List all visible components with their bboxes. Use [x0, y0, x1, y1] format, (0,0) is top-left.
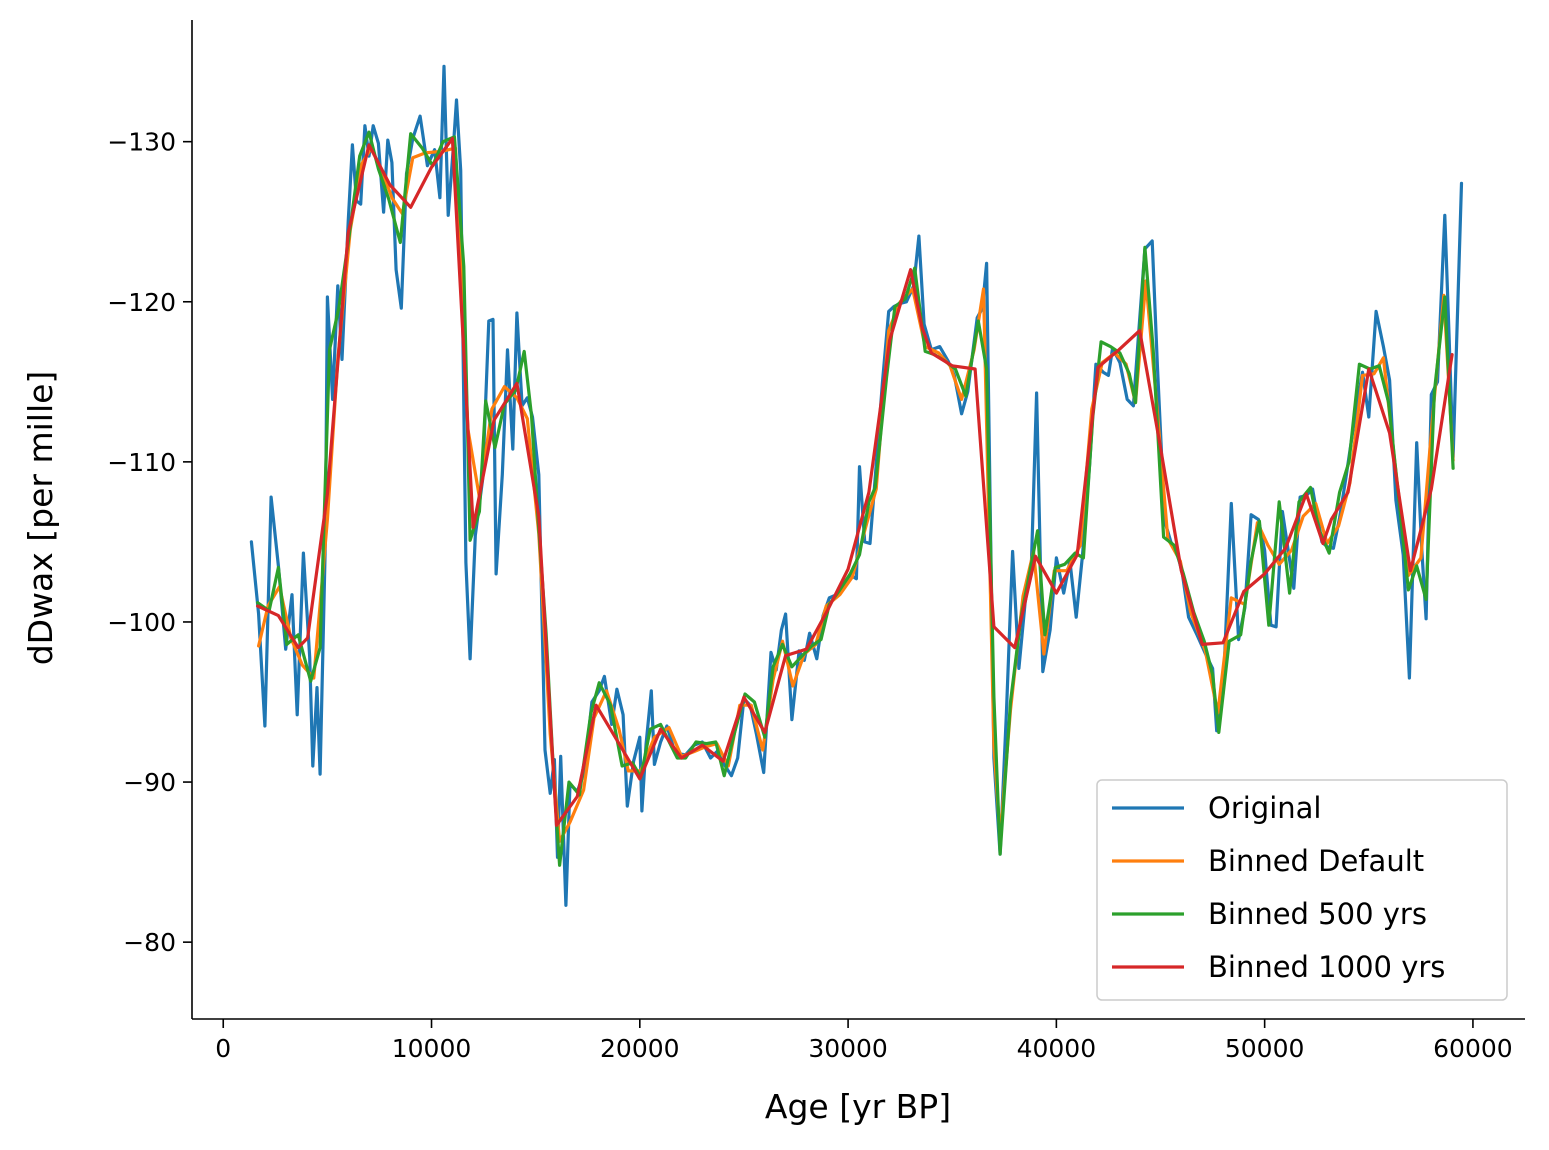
x-tick-label: 50000 — [1225, 1034, 1305, 1063]
y-tick-label: −100 — [107, 608, 176, 637]
x-tick-label: 30000 — [808, 1034, 888, 1063]
legend-label: Binned 500 yrs — [1208, 897, 1427, 931]
y-tick-label: −80 — [123, 928, 176, 957]
y-tick-label: −130 — [107, 128, 176, 157]
series-line-2 — [257, 146, 1455, 843]
x-tick-label: 10000 — [392, 1034, 472, 1063]
legend-label: Original — [1208, 791, 1321, 825]
y-tick-label: −110 — [107, 448, 176, 477]
series-line-4 — [256, 136, 1454, 827]
legend-label: Binned Default — [1208, 844, 1424, 878]
legend: Original Binned Default Binned 500 yrs Binn… — [1096, 779, 1508, 1001]
legend-entries: Original Binned Default Binned 500 yrs Binn… — [1112, 791, 1445, 984]
x-tick-label: 40000 — [1017, 1034, 1097, 1063]
legend-label: Binned 1000 yrs — [1208, 950, 1445, 984]
x-tick-label: 0 — [215, 1034, 231, 1063]
series-line-3 — [256, 130, 1455, 867]
plot-area — [249, 64, 1464, 907]
x-axis-ticks: 0 10000 20000 30000 40000 50000 60000 — [215, 1019, 1513, 1063]
y-tick-label: −90 — [123, 768, 176, 797]
x-tick-label: 60000 — [1433, 1034, 1513, 1063]
y-axis-label: dDwax [per mille] — [21, 371, 60, 666]
x-axis-label: Age [yr BP] — [765, 1087, 951, 1126]
x-tick-label: 20000 — [600, 1034, 680, 1063]
axes: 0 10000 20000 30000 40000 50000 60000 −130 −120… — [107, 20, 1525, 1063]
y-axis-ticks: −130 −120 −110 −100 −90 −80 — [107, 128, 192, 957]
legend-frame — [1096, 779, 1508, 1001]
y-tick-label: −120 — [107, 288, 176, 317]
